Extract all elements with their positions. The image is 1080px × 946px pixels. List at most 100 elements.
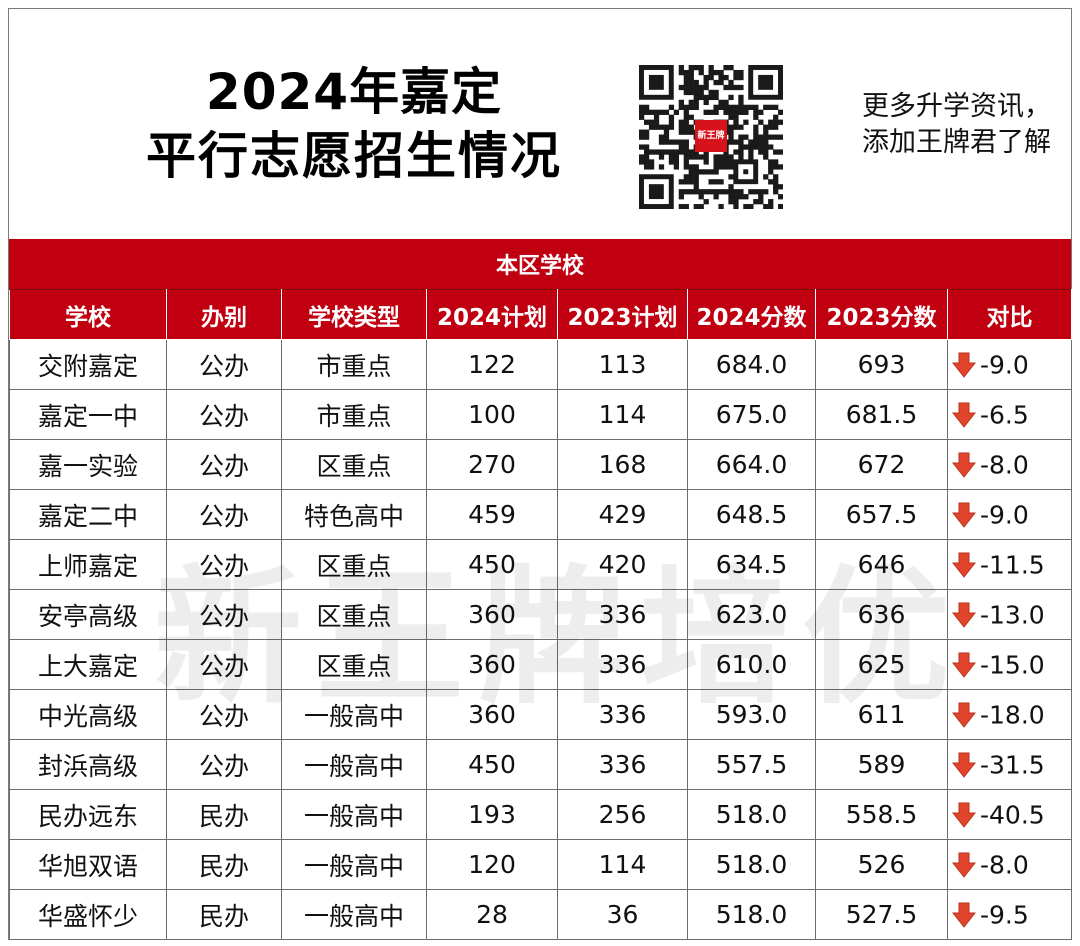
cell-plan-2024: 270 [426, 439, 558, 490]
cell-plan-2023: 336 [557, 689, 688, 740]
cell-ownership: 民办 [166, 789, 282, 840]
cell-score-2023: 681.5 [815, 389, 948, 440]
cell-plan-2023: 336 [557, 739, 688, 790]
cell-score-2024: 664.0 [687, 439, 816, 490]
header: 2024年嘉定 平行志愿招生情况 新王牌 更多升学资讯， 添加王牌君了解 [9, 9, 1071, 239]
cell-ownership: 公办 [166, 339, 282, 390]
compare-value: -13.0 [980, 600, 1045, 630]
compare-value: -8.0 [980, 450, 1029, 480]
cell-score-2024: 634.5 [687, 539, 816, 590]
cell-plan-2023: 168 [557, 439, 688, 490]
cell-plan-2024: 100 [426, 389, 558, 440]
cell-compare: -9.0 [947, 339, 1072, 390]
page-title: 2024年嘉定 平行志愿招生情况 [119, 61, 589, 189]
cell-school-type: 一般高中 [281, 739, 427, 790]
cell-compare: -31.5 [947, 739, 1072, 790]
cell-ownership: 公办 [166, 639, 282, 690]
down-arrow-icon [952, 802, 976, 829]
promo-text: 更多升学资讯， 添加王牌君了解 [844, 89, 1069, 161]
table-row: 华盛怀少 民办 一般高中 28 36 518.0 527.5 -9.5 [9, 889, 1072, 940]
down-arrow-icon [952, 702, 976, 729]
cell-compare: -15.0 [947, 639, 1072, 690]
header-col-compare: 对比 [947, 289, 1072, 340]
cell-score-2024: 684.0 [687, 339, 816, 390]
cell-score-2024: 518.0 [687, 839, 816, 890]
cell-school-type: 区重点 [281, 589, 427, 640]
cell-school-name: 民办远东 [9, 789, 167, 840]
cell-score-2024: 610.0 [687, 639, 816, 690]
header-col-score-2023: 2023分数 [815, 289, 948, 340]
cell-plan-2023: 114 [557, 389, 688, 440]
header-col-ownership: 办别 [166, 289, 282, 340]
down-arrow-icon [952, 752, 976, 779]
cell-school-type: 区重点 [281, 639, 427, 690]
cell-plan-2024: 450 [426, 539, 558, 590]
cell-plan-2023: 256 [557, 789, 688, 840]
cell-school-name: 嘉一实验 [9, 439, 167, 490]
compare-value: -15.0 [980, 650, 1045, 680]
cell-school-type: 区重点 [281, 439, 427, 490]
cell-score-2023: 636 [815, 589, 948, 640]
cell-score-2024: 623.0 [687, 589, 816, 640]
table-row: 嘉一实验 公办 区重点 270 168 664.0 672 -8.0 [9, 439, 1072, 490]
header-col-plan-2023: 2023计划 [557, 289, 688, 340]
compare-value: -11.5 [980, 550, 1045, 580]
cell-compare: -9.0 [947, 489, 1072, 540]
down-arrow-icon [952, 452, 976, 479]
cell-school-type: 区重点 [281, 539, 427, 590]
cell-plan-2024: 193 [426, 789, 558, 840]
cell-plan-2023: 420 [557, 539, 688, 590]
table-row: 安亭高级 公办 区重点 360 336 623.0 636 -13.0 [9, 589, 1072, 640]
admission-table: 学校 办别 学校类型 2024计划 2023计划 2024分数 2023分数 对比 交附嘉定公… [9, 289, 1072, 940]
cell-school-name: 嘉定一中 [9, 389, 167, 440]
cell-plan-2024: 360 [426, 589, 558, 640]
table-row: 华旭双语 民办 一般高中 120 114 518.0 526 -8.0 [9, 839, 1072, 890]
table-body: 交附嘉定 公办 市重点 122 113 684.0 693 -9.0 嘉定一中 公办 市重点 100 1… [9, 339, 1072, 940]
cell-school-type: 特色高中 [281, 489, 427, 540]
compare-value: -9.0 [980, 350, 1029, 380]
cell-score-2024: 648.5 [687, 489, 816, 540]
cell-plan-2023: 429 [557, 489, 688, 540]
cell-ownership: 公办 [166, 589, 282, 640]
cell-school-name: 中光高级 [9, 689, 167, 740]
cell-plan-2024: 122 [426, 339, 558, 390]
down-arrow-icon [952, 502, 976, 529]
cell-compare: -6.5 [947, 389, 1072, 440]
cell-compare: -8.0 [947, 439, 1072, 490]
down-arrow-icon [952, 602, 976, 629]
down-arrow-icon [952, 902, 976, 929]
cell-school-name: 嘉定二中 [9, 489, 167, 540]
cell-plan-2024: 459 [426, 489, 558, 540]
header-col-score-2024: 2024分数 [687, 289, 816, 340]
cell-plan-2024: 28 [426, 889, 558, 940]
cell-compare: -8.0 [947, 839, 1072, 890]
cell-score-2023: 589 [815, 739, 948, 790]
cell-school-type: 市重点 [281, 339, 427, 390]
cell-score-2023: 646 [815, 539, 948, 590]
header-col-school-type: 学校类型 [281, 289, 427, 340]
table-row: 交附嘉定 公办 市重点 122 113 684.0 693 -9.0 [9, 339, 1072, 390]
title-line-2: 平行志愿招生情况 [146, 127, 562, 185]
cell-plan-2024: 360 [426, 689, 558, 740]
table-row: 民办远东 民办 一般高中 193 256 518.0 558.5 -40.5 [9, 789, 1072, 840]
compare-value: -31.5 [980, 750, 1045, 780]
cell-ownership: 公办 [166, 539, 282, 590]
promo-line-2: 添加王牌君了解 [862, 127, 1051, 158]
cell-score-2023: 527.5 [815, 889, 948, 940]
cell-compare: -11.5 [947, 539, 1072, 590]
down-arrow-icon [952, 552, 976, 579]
cell-compare: -18.0 [947, 689, 1072, 740]
cell-compare: -40.5 [947, 789, 1072, 840]
qr-code-graphic [639, 65, 784, 210]
cell-ownership: 公办 [166, 489, 282, 540]
qr-center-logo: 新王牌 [695, 120, 727, 152]
compare-value: -9.0 [980, 500, 1029, 530]
compare-value: -9.5 [980, 900, 1029, 930]
cell-plan-2023: 336 [557, 589, 688, 640]
cell-plan-2023: 36 [557, 889, 688, 940]
header-col-plan-2024: 2024计划 [426, 289, 558, 340]
cell-ownership: 公办 [166, 739, 282, 790]
compare-value: -40.5 [980, 800, 1045, 830]
section-label: 本区学校 [495, 254, 584, 279]
cell-plan-2023: 113 [557, 339, 688, 390]
